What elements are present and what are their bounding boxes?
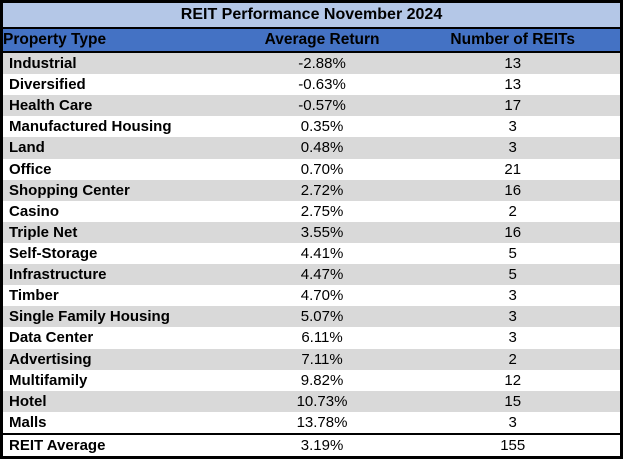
property-type-cell: Shopping Center — [9, 181, 130, 199]
num-reits-cell: 3 — [508, 139, 517, 157]
property-type-cell: Timber — [9, 287, 59, 305]
column-header-row: Property Type Average Return Number of R… — [1, 28, 622, 53]
property-type-cell: Self-Storage — [9, 245, 98, 263]
table-row: Multifamily 9.82% 12 — [2, 370, 622, 391]
column-header-number-of-reits: Number of REITs — [405, 28, 622, 53]
avg-return-cell: 4.47% — [300, 266, 344, 284]
avg-return-cell: 6.11% — [301, 329, 343, 347]
num-reits-cell: 2 — [508, 202, 517, 220]
property-type-cell: Advertising — [9, 350, 92, 368]
table-row: Timber 4.70% 3 — [2, 285, 622, 306]
property-type-cell: Manufactured Housing — [9, 118, 172, 136]
summary-avg-return-cell: 3.19% — [238, 433, 406, 458]
num-reits-cell: 3 — [508, 118, 517, 136]
column-header-average-return: Average Return — [238, 28, 406, 53]
num-reits-cell: 12 — [504, 371, 522, 389]
table-row: Shopping Center 2.72% 16 — [1, 179, 622, 201]
summary-row: REIT Average 3.19% 155 — [1, 433, 622, 458]
property-type-cell: Single Family Housing — [9, 308, 170, 326]
table-row: Hotel 10.73% 15 — [1, 390, 622, 412]
avg-return-cell: 10.73% — [296, 392, 348, 410]
avg-return-cell: -0.57% — [298, 97, 346, 115]
summary-label-cell: REIT Average — [1, 433, 239, 458]
table-row: Office 0.70% 21 — [2, 159, 622, 180]
property-type-cell: Casino — [9, 202, 60, 220]
table-row: Casino 2.75% 2 — [2, 201, 622, 222]
table-row: Advertising 7.11% 2 — [1, 348, 622, 370]
title-row: REIT Performance November 2024 — [1, 1, 622, 29]
table-row: Health Care -0.57% 17 — [1, 95, 622, 117]
num-reits-cell: 16 — [504, 223, 522, 241]
table-row: Single Family Housing 5.07% 3 — [1, 306, 622, 328]
num-reits-cell: 3 — [508, 308, 517, 326]
avg-return-cell: 4.41% — [300, 245, 344, 263]
table-row: Land 0.48% 3 — [1, 137, 622, 159]
num-reits-cell: 21 — [504, 160, 522, 178]
property-type-cell: Malls — [9, 413, 47, 431]
avg-return-cell: 7.11% — [301, 350, 343, 368]
num-reits-cell: 13 — [504, 55, 522, 73]
property-type-cell: Data Center — [9, 329, 94, 347]
property-type-cell: Health Care — [9, 97, 93, 115]
num-reits-cell: 15 — [504, 392, 522, 410]
avg-return-cell: -2.88% — [298, 55, 346, 73]
avg-return-cell: 0.48% — [300, 139, 344, 157]
property-type-cell: Triple Net — [9, 223, 78, 241]
avg-return-cell: -0.63% — [298, 76, 346, 94]
avg-return-cell: 3.55% — [300, 223, 344, 241]
avg-return-cell: 0.35% — [300, 118, 344, 136]
num-reits-cell: 13 — [504, 76, 522, 94]
property-type-cell: Infrastructure — [9, 266, 107, 284]
property-type-cell: Multifamily — [9, 371, 88, 389]
column-header-property-type: Property Type — [1, 28, 239, 53]
num-reits-cell: 5 — [508, 266, 517, 284]
property-type-cell: Office — [9, 160, 52, 178]
table-row: Infrastructure 4.47% 5 — [1, 264, 622, 286]
avg-return-cell: 2.75% — [300, 202, 344, 220]
table-title: REIT Performance November 2024 — [1, 1, 622, 29]
property-type-cell: Land — [9, 139, 45, 157]
table-row: Self-Storage 4.41% 5 — [2, 243, 622, 264]
table-row: Malls 13.78% 3 — [2, 412, 622, 434]
table-row: Data Center 6.11% 3 — [2, 327, 622, 348]
table-row: Triple Net 3.55% 16 — [1, 221, 622, 243]
num-reits-cell: 17 — [504, 97, 522, 115]
num-reits-cell: 2 — [508, 350, 517, 368]
property-type-cell: Hotel — [9, 392, 47, 410]
property-type-cell: Industrial — [9, 55, 77, 73]
avg-return-cell: 13.78% — [296, 413, 348, 431]
table-row: Manufactured Housing 0.35% 3 — [2, 116, 622, 137]
table-row: Industrial -2.88% 13 — [1, 52, 622, 75]
table-row: Diversified -0.63% 13 — [2, 74, 622, 95]
num-reits-cell: 3 — [508, 413, 517, 431]
summary-num-reits-cell: 155 — [405, 433, 622, 458]
num-reits-cell: 3 — [508, 287, 517, 305]
avg-return-cell: 5.07% — [300, 308, 344, 326]
avg-return-cell: 0.70% — [300, 160, 344, 178]
avg-return-cell: 4.70% — [300, 287, 344, 305]
num-reits-cell: 16 — [504, 181, 522, 199]
num-reits-cell: 5 — [508, 245, 517, 263]
avg-return-cell: 9.82% — [300, 371, 344, 389]
avg-return-cell: 2.72% — [300, 181, 344, 199]
property-type-cell: Diversified — [9, 76, 86, 94]
num-reits-cell: 3 — [508, 329, 517, 347]
